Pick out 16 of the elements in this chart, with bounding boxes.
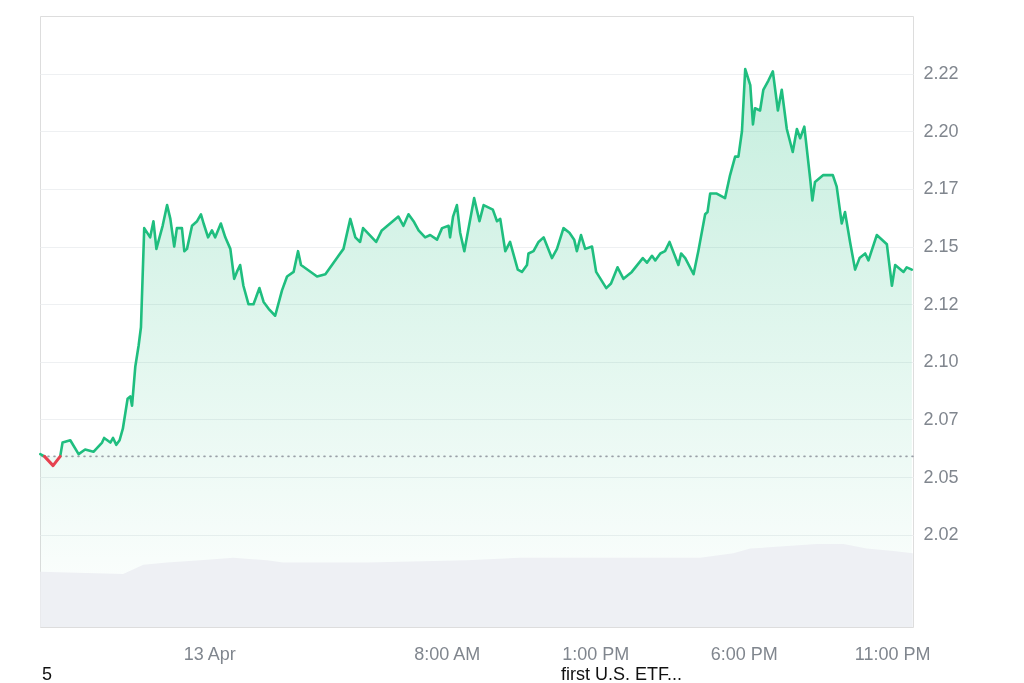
x-tick-label: 13 Apr (183, 643, 236, 664)
x-tick-label: 6:00 PM (710, 643, 778, 664)
text: 5 (42, 664, 53, 683)
y-tick-label: 2.22 (923, 63, 959, 84)
y-tick-label: 2.05 (923, 466, 959, 487)
x-tick-label: 1:00 PM (562, 643, 630, 664)
y-tick-label: 2.20 (923, 120, 959, 141)
y-tick-label: 2.07 (923, 408, 959, 429)
text: first U.S. ETF... (561, 664, 683, 683)
y-tick-label: 2.15 (923, 236, 959, 257)
y-tick-label: 2.02 (923, 524, 959, 545)
x-tick-label: 11:00 PM (854, 643, 931, 664)
y-tick-label: 2.10 (923, 351, 959, 372)
y-tick-label: 2.12 (923, 293, 959, 314)
x-tick-label: 8:00 AM (414, 643, 481, 664)
y-tick-label: 2.17 (923, 178, 959, 199)
